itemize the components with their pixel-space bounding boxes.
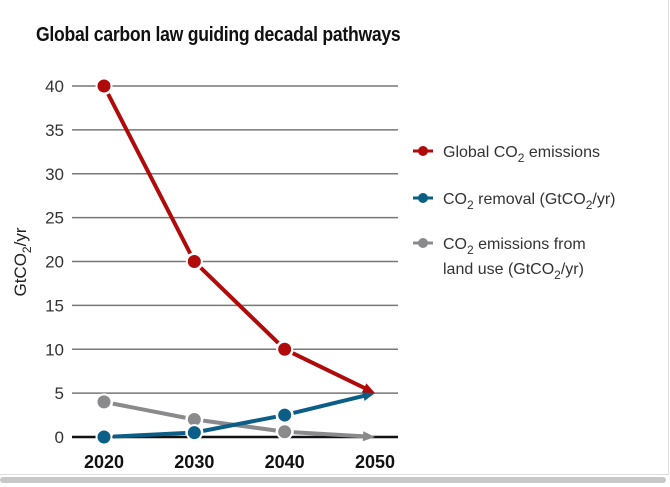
series-segment [202,414,277,433]
y-tick-label: 40 [45,77,64,96]
y-tick-label: 25 [45,209,64,228]
legend-item-co2-removal: CO2 removal (GtCO2/yr) [413,191,616,212]
svg-text:land use (GtCO2/yr): land use (GtCO2/yr) [443,261,584,282]
series-segment [106,93,192,255]
y-tick-label: 0 [55,428,64,447]
y-axis-label: GtCO2/yr [11,227,34,296]
legend-marker-co2-removal [418,193,428,203]
data-point [276,406,294,424]
x-tick-label: 2030 [174,452,214,472]
legend-item-global-emissions: Global CO2 emissions [413,144,600,165]
svg-text:CO2 emissions from: CO2 emissions from [443,236,586,257]
y-tick-label: 20 [45,253,64,272]
legend: Global CO2 emissions CO2 removal (GtCO2/… [413,144,616,282]
data-point [185,424,203,442]
series-group [95,77,375,446]
series-segment [112,431,186,439]
x-tick-label: 2050 [355,452,395,472]
series-0 [95,77,375,394]
series-1 [95,391,375,446]
series-segment [293,430,368,439]
data-point [185,253,203,270]
y-tick-label: 15 [45,296,64,315]
legend-marker-global-emissions [418,146,428,156]
y-tick-label: 5 [55,384,64,403]
svg-text:CO2 removal (GtCO2/yr): CO2 removal (GtCO2/yr) [443,191,616,212]
data-point [95,428,113,446]
series-2 [95,393,375,442]
chart-svg: 0 5 10 15 20 25 30 35 40 2020 2030 2040 2050 GtCO2/… [11,77,616,472]
y-tick-label: 10 [45,340,64,359]
data-point [95,393,113,411]
series-arrowhead [362,383,375,394]
series-segment [292,393,368,415]
svg-text:Global CO2 emissions: Global CO2 emissions [443,144,600,165]
data-point [276,340,294,358]
x-tick-label: 2040 [265,452,305,472]
x-tick-labels: 2020 2030 2040 2050 [84,452,395,472]
y-tick-labels: 0 5 10 15 20 25 30 35 40 [45,77,64,447]
x-tick-label: 2020 [84,452,124,472]
chart-title: Global carbon law guiding decadal pathwa… [36,24,401,46]
series-arrowhead [362,391,375,401]
y-tick-label: 30 [45,165,64,184]
series-segment [112,401,186,420]
series-segment [199,266,280,345]
series-segment [291,351,369,392]
series-arrowhead [362,431,375,442]
data-point [276,423,294,441]
grid-lines [72,85,398,439]
chart-frame: Global carbon law guiding decadal pathwa… [0,0,669,475]
y-tick-label: 35 [45,121,64,140]
horizontal-scrollbar[interactable] [0,477,666,483]
legend-marker-land-use [418,238,428,248]
data-point [95,77,113,95]
legend-item-land-use: CO2 emissions from land use (GtCO2/yr) [413,236,586,282]
